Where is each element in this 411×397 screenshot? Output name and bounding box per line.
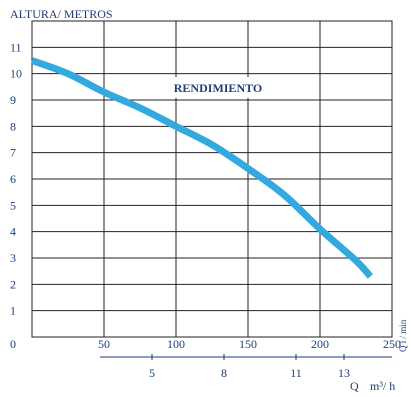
annotation-background [160,77,278,98]
y-tick-label: 3 [10,251,16,265]
right-vertical-axis-label: Q l / min [398,319,408,352]
y-tick-label: 5 [10,198,16,212]
secondary-axis-unit-label: m³/ h [370,379,395,393]
grid [31,20,393,338]
x-tick-labels: 50 100 150 200 250 [98,337,401,351]
secondary-axis-tick-label: 11 [290,366,302,380]
y-tick-label: 6 [10,172,16,186]
x-tick-label: 250 [383,337,401,351]
secondary-axis-tick-label: 8 [221,366,227,380]
y-tick-label: 4 [10,225,16,239]
y-tick-label: 11 [10,40,22,54]
secondary-x-axis: 5 8 11 13 [100,354,392,380]
x-tick-label: 50 [98,337,110,351]
y-tick-labels: 1 2 3 4 5 6 7 8 9 10 11 [10,40,22,317]
x-tick-label: 150 [239,337,257,351]
x-tick-label: 200 [311,337,329,351]
y-tick-label: 10 [10,67,22,81]
performance-curve [30,57,374,279]
y-tick-label: 7 [10,146,16,160]
y-tick-label: 8 [10,119,16,133]
rendimiento-annotation: RENDIMIENTO [174,81,262,95]
y-axis-label: ALTURA/ METROS [10,7,113,21]
origin-label: 0 [10,337,16,351]
secondary-axis-tick-label: 13 [338,366,350,380]
secondary-axis-tick-label: 5 [149,366,155,380]
y-tick-label: 2 [10,277,16,291]
y-tick-label: 9 [10,93,16,107]
secondary-axis-q-label: Q [350,379,359,393]
x-tick-label: 100 [167,337,185,351]
series-group [30,57,374,279]
y-tick-label: 1 [10,304,16,318]
